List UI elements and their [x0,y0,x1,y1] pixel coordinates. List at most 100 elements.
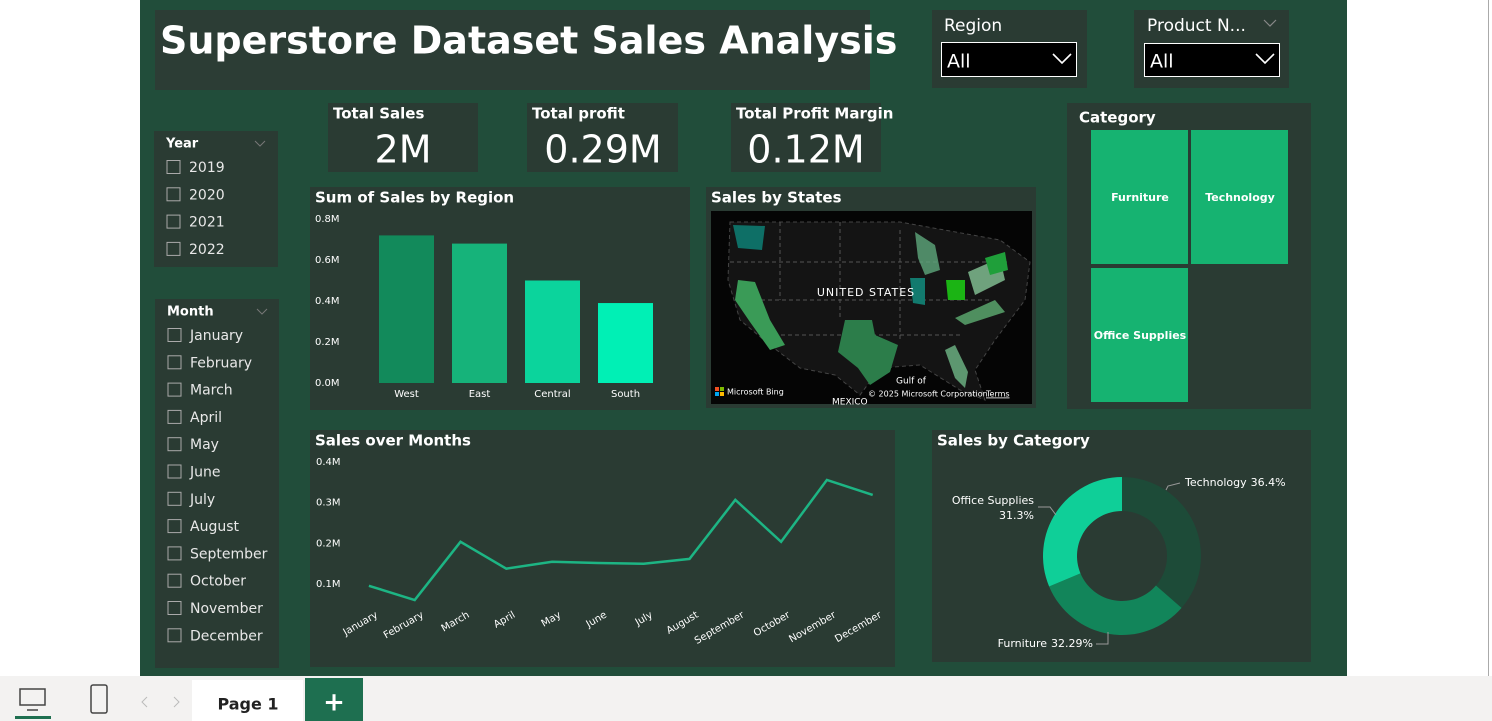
treemap-label: Office Supplies [1094,329,1187,342]
category-name: Technology [1184,476,1247,489]
phone-icon[interactable] [90,684,108,714]
add-tab[interactable] [305,678,363,721]
slicer-item: July [189,492,215,508]
chart-title: Sum of Sales by Region [315,189,514,207]
title-panel [155,10,870,90]
year-panel [154,131,278,267]
leader-line [1165,482,1181,491]
slicer-item: April [190,410,222,426]
report-title: Superstore Dataset Sales Analysis [160,19,897,63]
line-panel [310,430,895,667]
donut-slice[interactable] [1049,573,1182,635]
checkbox[interactable] [167,437,182,452]
data-label: Office Supplies 31.3% [952,494,1034,522]
page-tab-label: Page 1 [217,695,278,714]
desktop-icon[interactable] [19,688,46,706]
checkbox[interactable] [167,464,182,479]
checkbox[interactable] [166,241,181,256]
slicer-item: December [190,628,263,644]
bar[interactable] [525,280,580,384]
region-slicer: Region All [932,10,1087,88]
x-tick-label: South [611,389,640,400]
next-arrow[interactable] [173,696,180,708]
slicer-item: 2022 [189,242,225,258]
logo [720,387,724,391]
checkbox[interactable] [167,546,182,561]
leader-line [1096,632,1109,645]
slicer-item: 2020 [189,187,225,203]
y-tick-label: 0.4M [315,296,340,307]
state [955,300,1005,325]
donut-slice[interactable] [1122,477,1201,608]
category-name: Office Supplies [952,494,1034,507]
kpi-title: Total profit [532,105,625,123]
checkbox[interactable] [167,491,182,506]
x-tick-label: East [469,389,491,400]
dropdown[interactable] [941,42,1077,77]
y-tick-label: 0.8M [315,214,340,225]
checkbox[interactable] [167,519,182,534]
chart-title: Sales by Category [937,432,1090,450]
chevron [1255,53,1275,65]
page-tab[interactable] [192,680,303,721]
map-label: Gulf of [896,377,927,387]
bar[interactable] [452,243,507,383]
slicer-item: 2019 [189,160,225,176]
checkbox[interactable] [167,601,182,615]
checkbox[interactable] [167,409,182,424]
active-indicator [15,716,51,719]
checkbox[interactable] [166,214,181,229]
dropdown-value: All [947,51,971,73]
bar[interactable] [379,235,434,383]
logo [715,387,719,391]
checkbox[interactable] [167,628,182,643]
chevron [256,308,268,315]
value-label: 32.29% [1051,637,1093,650]
line [368,478,874,602]
y-tick-label: 0.6M [315,255,340,266]
treemap-tile[interactable] [1091,130,1188,264]
logo [715,392,719,396]
kpi-cards: Total Sales 2M Total profit 0.29M Total … [328,103,893,172]
x-tick-label: Central [534,389,570,400]
slicer-item: May [190,437,219,453]
checkbox[interactable] [167,328,182,342]
data-label: Furniture 32.29% [998,637,1093,650]
state [945,345,968,388]
y-tick-label: 0.1M [316,579,341,590]
state [733,225,765,250]
state [735,280,785,350]
slicer-item: September [190,546,268,562]
kpi-value: 0.12M [747,128,864,172]
x-tick-label: West [394,389,419,400]
donut-slice[interactable] [1043,477,1122,587]
slicer-title: Product N... [1147,16,1246,36]
kpi-value: 2M [375,128,432,172]
product-slicer: Product N... All [1134,10,1289,88]
month-items: January February March April May June July Augu… [167,328,268,644]
slicer-item: August [190,519,240,535]
checkbox[interactable] [166,187,181,202]
map-terms[interactable]: Terms [985,390,1010,399]
map-provider: Microsoft Bing [727,388,784,397]
bar[interactable] [598,303,653,383]
state [915,232,940,275]
state [985,252,1008,275]
prev-arrow[interactable] [141,696,148,708]
checkbox[interactable] [167,382,182,397]
slicer-item: June [189,465,221,481]
treemap-label: Technology [1205,191,1275,204]
value-label: 36.4% [1251,476,1286,489]
kpi-card [328,103,478,172]
checkbox[interactable] [167,573,182,588]
bar-chart: Sum of Sales by Region 0.0M 0.2M 0.4M 0.6M 0.… [315,189,653,400]
y-tick-label: 0.2M [315,337,340,348]
logo [720,392,724,396]
checkbox[interactable] [167,355,182,370]
treemap-tile[interactable] [1191,130,1288,264]
treemap-tile[interactable] [1091,268,1188,402]
dropdown[interactable] [1144,43,1280,77]
checkbox[interactable] [166,160,181,174]
map-label: MEXICO [832,398,868,408]
